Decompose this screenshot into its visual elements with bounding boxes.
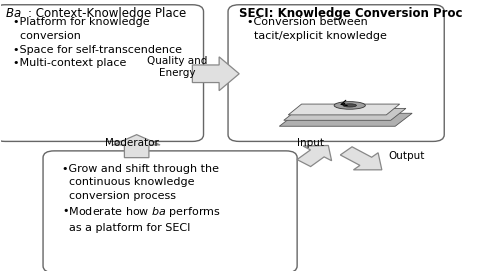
Text: Input: Input [297,138,324,148]
Ellipse shape [343,104,356,107]
Text: : Context-Knowledge Place: : Context-Knowledge Place [28,7,186,20]
Polygon shape [340,147,382,170]
Text: •Conversion between
  tacit/explicit knowledge: •Conversion between tacit/explicit knowl… [247,17,387,41]
Polygon shape [280,113,412,126]
Text: •Grow and shift through the
  continuous knowledge
  conversion process
•Moderat: •Grow and shift through the continuous k… [62,163,221,233]
Polygon shape [192,57,239,91]
FancyBboxPatch shape [43,151,297,272]
Polygon shape [288,104,400,115]
Polygon shape [297,146,332,166]
Text: $Ba$: $Ba$ [5,7,22,20]
Ellipse shape [334,102,365,109]
Text: Quality and
Energy: Quality and Energy [146,56,207,78]
FancyBboxPatch shape [228,5,444,141]
Polygon shape [113,135,160,158]
Text: SECI: Knowledge Conversion Proc: SECI: Knowledge Conversion Proc [239,7,463,20]
Text: •Platform for knowledge
  conversion
•Space for self-transcendence
•Multi-contex: •Platform for knowledge conversion •Spac… [13,17,182,68]
Text: Output: Output [388,151,424,161]
Polygon shape [284,109,406,120]
FancyBboxPatch shape [0,5,204,141]
Text: Moderator: Moderator [106,138,159,148]
